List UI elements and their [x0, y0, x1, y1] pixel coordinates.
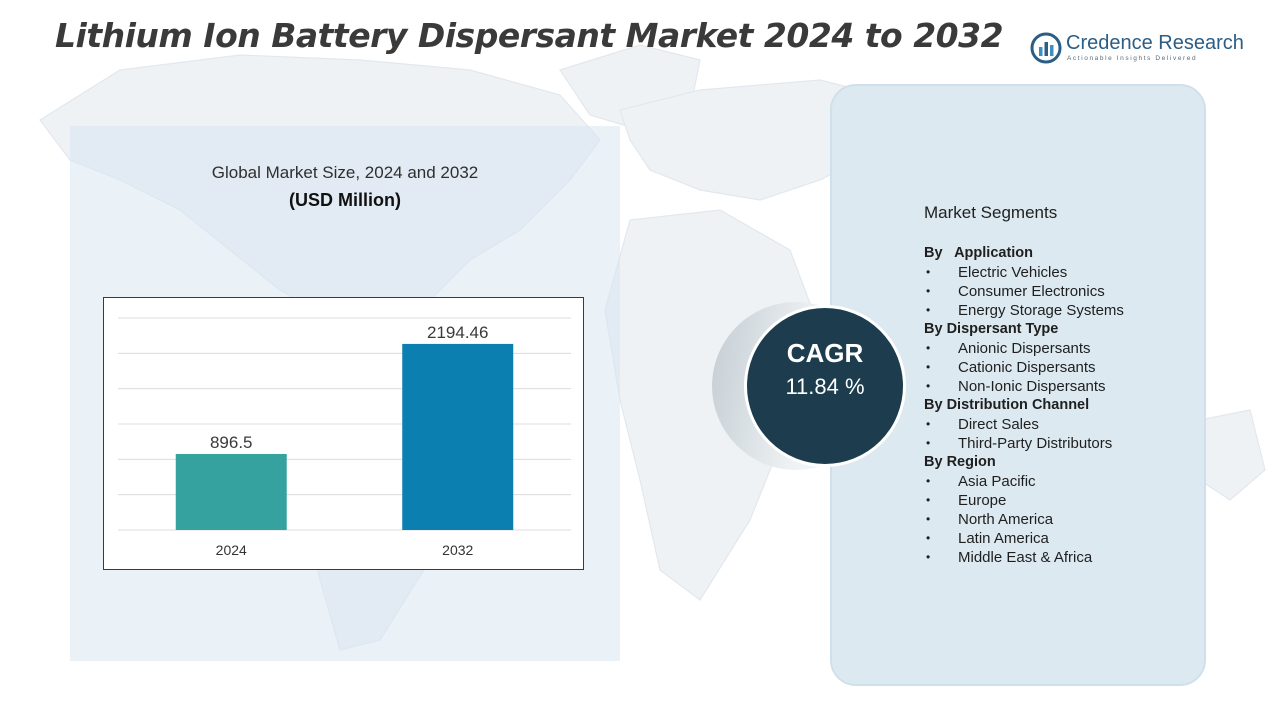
x-tick-label: 2032: [442, 542, 473, 558]
cagr-value: 11.84 %: [785, 374, 865, 399]
brand-name: Credence Research: [1066, 32, 1244, 54]
data-label: 896.5: [210, 433, 253, 452]
bar-chart-canvas: 896.5 2024 2194.46 2032: [118, 317, 571, 558]
segment-item: Asia Pacific: [924, 472, 1194, 491]
segment-list: Electric Vehicles Consumer Electronics E…: [924, 263, 1194, 320]
segment-item: Consumer Electronics: [924, 282, 1194, 301]
cagr-badge: CAGR 11.84 %: [744, 305, 906, 467]
segment-item: Anionic Dispersants: [924, 339, 1194, 358]
segment-list: Direct Sales Third-Party Distributors: [924, 415, 1194, 453]
data-label: 2194.46: [427, 323, 488, 342]
x-tick-label: 2024: [216, 542, 247, 558]
segment-item: Third-Party Distributors: [924, 434, 1194, 453]
segment-list: Asia Pacific Europe North America Latin …: [924, 472, 1194, 567]
segment-group-distribution-channel: By Distribution Channel Direct Sales Thi…: [924, 396, 1194, 453]
segment-item: Latin America: [924, 529, 1194, 548]
segment-list: Anionic Dispersants Cationic Dispersants…: [924, 339, 1194, 396]
brand-tagline: Actionable Insights Delivered: [1067, 55, 1198, 62]
segments-heading: Market Segments: [924, 203, 1058, 222]
bar-chart: 896.5 2024 2194.46 2032: [103, 297, 584, 570]
brand-logo: Credence Research Actionable Insights De…: [1030, 30, 1244, 70]
segment-group-title: By Distribution Channel: [924, 397, 1090, 413]
segment-item: Europe: [924, 491, 1194, 510]
segment-item: Cationic Dispersants: [924, 358, 1194, 377]
segment-item: Direct Sales: [924, 415, 1194, 434]
chart-unit-label: (USD Million): [289, 190, 401, 210]
segment-group-region: By Region Asia Pacific Europe North Amer…: [924, 453, 1194, 567]
segment-item: Middle East & Africa: [924, 548, 1194, 567]
segment-group-application: By Application Electric Vehicles Consume…: [924, 244, 1194, 320]
segment-item: Electric Vehicles: [924, 263, 1194, 282]
segment-item: Non-Ionic Dispersants: [924, 377, 1194, 396]
chart-title: Global Market Size, 2024 and 2032: [211, 163, 479, 182]
market-segments: Market Segments By Application Electric …: [924, 203, 1194, 567]
segment-group-title: By Application: [924, 245, 1034, 261]
bar-2024: [175, 453, 287, 530]
segment-group-title: By Region: [924, 454, 996, 470]
segment-item: Energy Storage Systems: [924, 301, 1194, 320]
page-title: Lithium Ion Battery Dispersant Market 20…: [55, 16, 1004, 55]
segment-item: North America: [924, 510, 1194, 529]
segment-group-dispersant-type: By Dispersant Type Anionic Dispersants C…: [924, 320, 1194, 396]
bar-2032: [402, 343, 514, 530]
cagr-label: CAGR: [786, 338, 864, 368]
bar-chart-circle-icon: [1030, 32, 1062, 64]
segment-group-title: By Dispersant Type: [924, 321, 1059, 337]
